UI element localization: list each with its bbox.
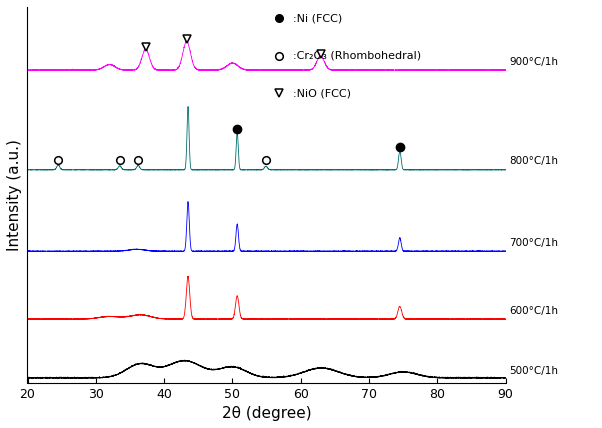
Text: 700°C/1h: 700°C/1h	[509, 238, 558, 248]
X-axis label: 2θ (degree): 2θ (degree)	[222, 406, 311, 421]
Text: 900°C/1h: 900°C/1h	[509, 56, 558, 67]
Y-axis label: Intensity (a.u.): Intensity (a.u.)	[7, 139, 22, 251]
Text: :Cr₂O₃ (Rhombohedral): :Cr₂O₃ (Rhombohedral)	[293, 51, 421, 61]
Text: :NiO (FCC): :NiO (FCC)	[293, 88, 351, 98]
Text: 500°C/1h: 500°C/1h	[509, 366, 558, 376]
Text: 600°C/1h: 600°C/1h	[509, 306, 558, 315]
Text: 800°C/1h: 800°C/1h	[509, 156, 558, 166]
Text: :Ni (FCC): :Ni (FCC)	[293, 13, 342, 23]
